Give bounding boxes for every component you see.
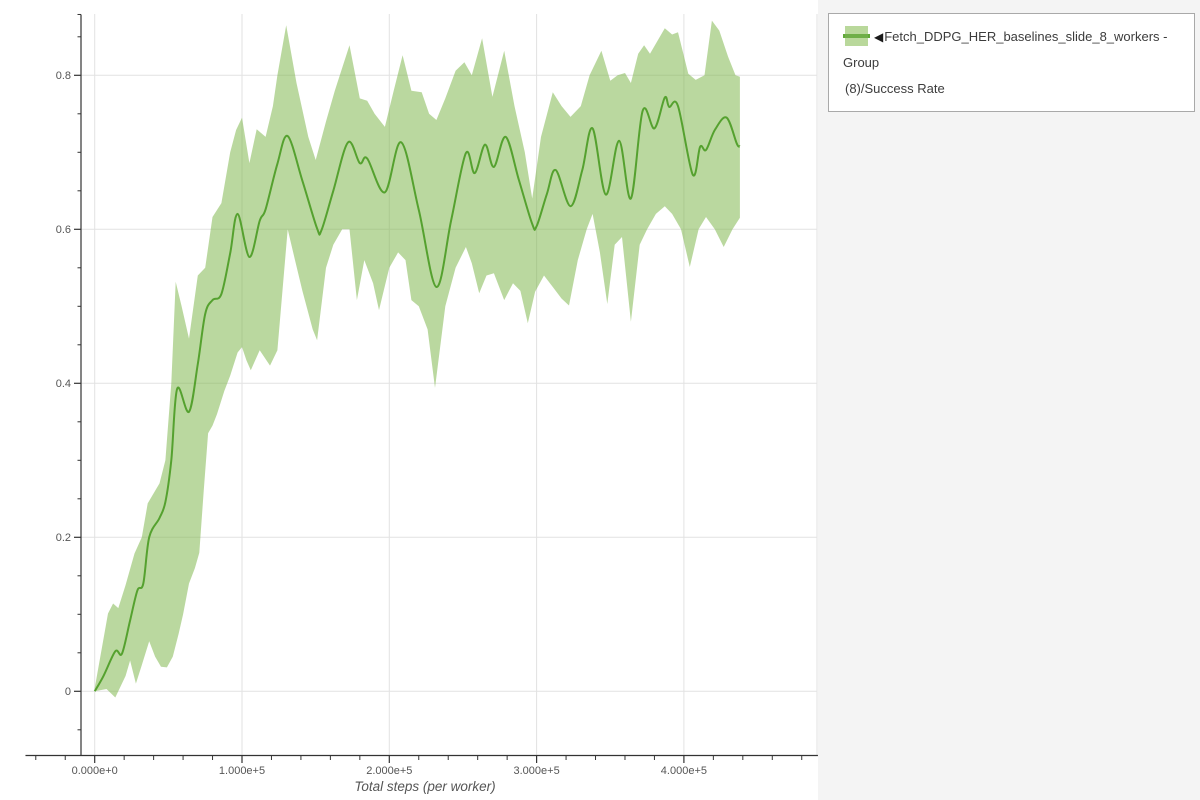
y-tick-label: 0.8 xyxy=(56,70,71,82)
legend-series-label-line1: Fetch_DDPG_HER_baselines_slide_8_workers… xyxy=(843,29,1168,70)
y-tick-label: 0 xyxy=(65,686,71,698)
y-tick-label: 0.6 xyxy=(56,224,71,236)
x-tick-label: 2.000e+5 xyxy=(366,765,412,777)
legend: ◀Fetch_DDPG_HER_baselines_slide_8_worker… xyxy=(828,13,1195,112)
confidence-band xyxy=(94,20,740,698)
legend-entry[interactable]: ◀Fetch_DDPG_HER_baselines_slide_8_worker… xyxy=(843,24,1182,102)
x-axis: 0.000e+0 1.000e+5 2.000e+5 3.000e+5 4.000e+5 xyxy=(25,754,818,777)
mean-line xyxy=(93,95,741,692)
x-tick-label: 3.000e+5 xyxy=(514,765,560,777)
x-axis-title: Total steps (per worker) xyxy=(354,779,495,794)
legend-swatch xyxy=(843,25,870,47)
legend-series-label-line2: (8)/Success Rate xyxy=(845,81,945,96)
legend-swatch-line-top xyxy=(843,34,870,39)
x-tick-label: 0.000e+0 xyxy=(72,765,118,777)
y-axis: 0 0.2 0.4 0.6 0.8 xyxy=(56,13,82,756)
legend-collapse-icon[interactable]: ◀ xyxy=(874,30,884,44)
y-tick-label: 0.4 xyxy=(56,378,71,390)
y-tick-label: 0.2 xyxy=(56,532,71,544)
legend-panel xyxy=(818,0,1200,800)
x-tick-label: 1.000e+5 xyxy=(219,765,265,777)
x-tick-label: 4.000e+5 xyxy=(661,765,707,777)
